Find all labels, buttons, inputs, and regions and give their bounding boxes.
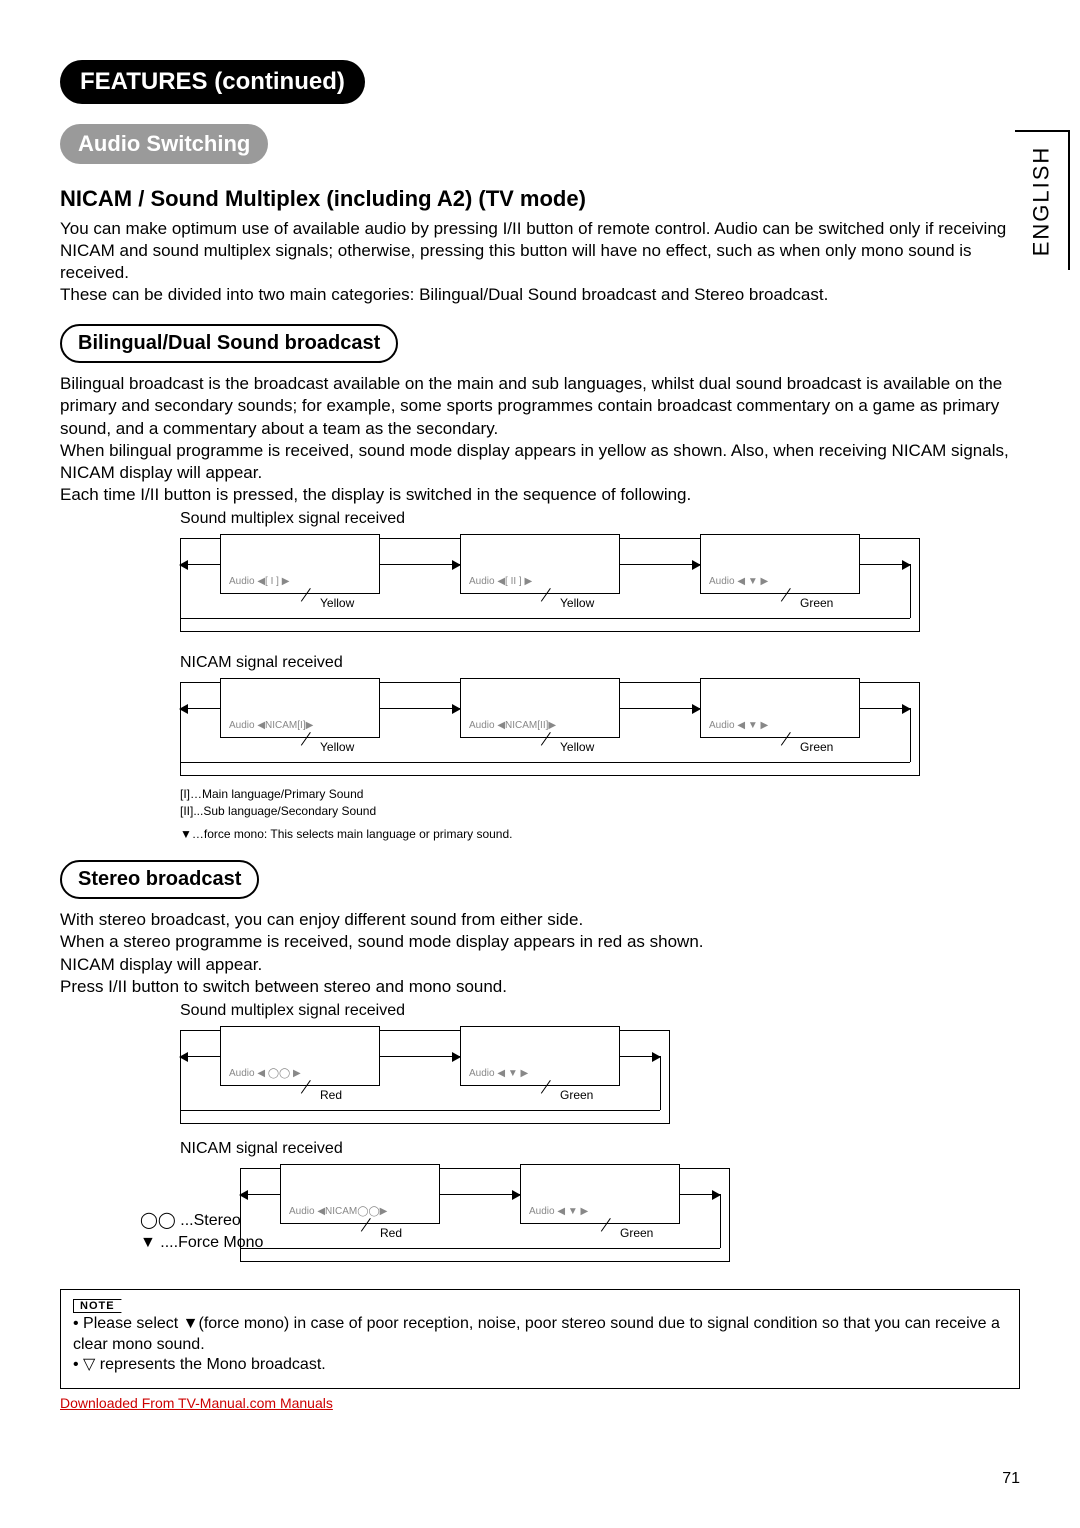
legend-block: [I]…Main language/Primary Sound [II]...S… (180, 786, 1020, 842)
bilingual-subhead: Bilingual/Dual Sound broadcast (60, 324, 398, 363)
intro-text-1: You can make optimum use of available au… (60, 218, 1020, 284)
screen-box: Audio ◀NICAM◯◯▶ (280, 1164, 440, 1224)
diagram-2: NICAM signal received Audio ◀NICAM[I]▶ Y… (180, 654, 1020, 778)
diagram-1-caption: Sound multiplex signal received (180, 510, 1020, 528)
bilingual-text-2: When bilingual programme is received, so… (60, 440, 1020, 484)
screen-box: Audio ◀NICAM[I]▶ (220, 678, 380, 738)
screen-box: Audio ◀ ◯◯ ▶ (220, 1026, 380, 1086)
diagram-1: Sound multiplex signal received Audio ◀[… (180, 510, 1020, 634)
screen-box: Audio ◀ ▼ ▶ (700, 534, 860, 594)
footer-link[interactable]: Downloaded From TV-Manual.com Manuals (60, 1395, 333, 1411)
screen-box: Audio ◀ ▼ ▶ (520, 1164, 680, 1224)
diagram-4-caption: NICAM signal received (180, 1140, 1020, 1158)
diagram-2-caption: NICAM signal received (180, 654, 1020, 672)
note-section: NOTE • Please select ▼(force mono) in ca… (60, 1289, 1020, 1389)
stereo-text-3: NICAM display will appear. (60, 954, 1020, 976)
language-tab-text: ENGLISH (1029, 146, 1055, 257)
note-line-1: • Please select ▼(force mono) in case of… (73, 1314, 1007, 1356)
features-header: FEATURES (continued) (60, 60, 365, 104)
screen-box: Audio ◀NICAM[II]▶ (460, 678, 620, 738)
diagram-3: Sound multiplex signal received Audio ◀ … (180, 1002, 1020, 1126)
note-label: NOTE (73, 1299, 122, 1313)
diagram-4: NICAM signal received Audio ◀NICAM◯◯▶ Re… (240, 1140, 1020, 1264)
screen-box: Audio ◀ ▼ ▶ (460, 1026, 620, 1086)
stereo-text-2: When a stereo programme is received, sou… (60, 931, 1020, 953)
screen-box: Audio ◀[ II ] ▶ (460, 534, 620, 594)
screen-box: Audio ◀[ I ] ▶ (220, 534, 380, 594)
language-tab: ENGLISH (1015, 130, 1070, 270)
screen-box: Audio ◀ ▼ ▶ (700, 678, 860, 738)
diagram-3-caption: Sound multiplex signal received (180, 1002, 1020, 1020)
note-line-2: • ▽ represents the Mono broadcast. (73, 1355, 1007, 1376)
bilingual-text-3: Each time I/II button is pressed, the di… (60, 484, 1020, 506)
page-number: 71 (1002, 1470, 1020, 1488)
section-header: Audio Switching (60, 124, 268, 164)
stereo-subhead: Stereo broadcast (60, 860, 259, 899)
intro-text-2: These can be divided into two main categ… (60, 284, 1020, 306)
bilingual-text-1: Bilingual broadcast is the broadcast ava… (60, 373, 1020, 439)
stereo-text-1: With stereo broadcast, you can enjoy dif… (60, 909, 1020, 931)
main-heading: NICAM / Sound Multiplex (including A2) (… (60, 186, 1020, 212)
stereo-text-4: Press I/II button to switch between ster… (60, 976, 1020, 998)
